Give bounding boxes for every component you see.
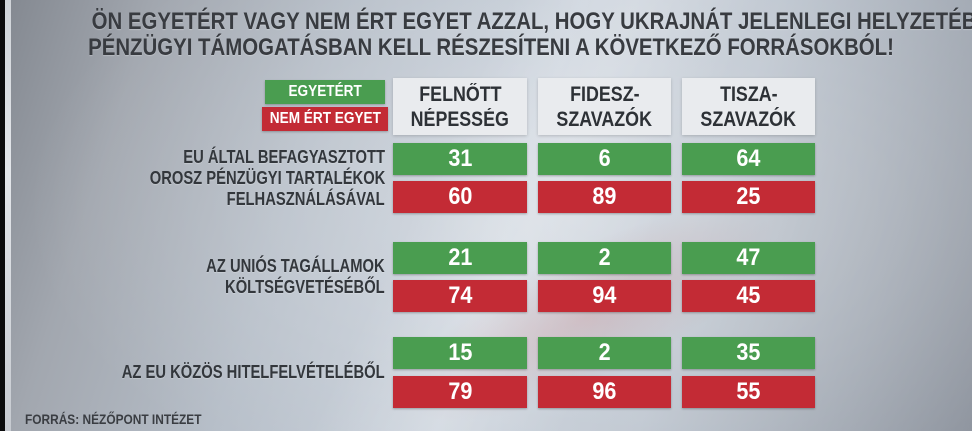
cell-row1-col2-disagree: 89 (538, 181, 671, 213)
cell-value: 60 (447, 183, 473, 210)
cell-row2-col2-agree: 2 (538, 242, 671, 274)
row-label-eu-joint-borrowing: AZ EU KÖZÖS HITELFELVÉTELÉBŐL (11, 337, 385, 408)
title-line-2: PÉNZÜGYI TÁMOGATÁSBAN KELL RÉSZESÍTENI A… (88, 34, 895, 61)
cell-row3-col2-agree: 2 (538, 337, 671, 369)
page-title: ÖN EGYETÉRT VAGY NEM ÉRT EGYET AZZAL, HO… (11, 9, 972, 61)
legend-agree-badge: EGYETÉRT (265, 80, 385, 104)
row-label-line: AZ EU KÖZÖS HITELFELVÉTELÉBŐL (122, 362, 385, 382)
column-header-text: FIDESZ- (569, 82, 640, 106)
left-edge-black-bar (0, 0, 5, 431)
cell-row1-col1-agree: 31 (393, 143, 527, 175)
source-credit: FORRÁS: NÉZŐPONT INTÉZET (25, 411, 233, 427)
column-header-tisza-voters: TISZA- SZAVAZÓK (682, 78, 815, 135)
row-label-frozen-russian-reserves: EU ÁLTAL BEFAGYASZTOTT OROSZ PÉNZÜGYI TA… (11, 143, 385, 213)
cell-value: 25 (736, 183, 761, 210)
cell-value: 64 (736, 145, 761, 172)
title-line-1: ÖN EGYETÉRT VAGY NEM ÉRT EGYET AZZAL, HO… (91, 8, 972, 35)
row-label-line: AZ UNIÓS TAGÁLLAMOK (206, 256, 385, 276)
cell-row1-col3-agree: 64 (682, 143, 815, 175)
cell-value: 6 (598, 145, 611, 172)
cell-value: 79 (447, 378, 473, 405)
column-header-text: SZAVAZÓK (556, 107, 653, 131)
cell-row3-col3-agree: 35 (682, 337, 815, 369)
cell-value: 21 (447, 244, 473, 271)
cell-value: 2 (598, 339, 611, 366)
row-label-line: OROSZ PÉNZÜGYI TARTALÉKOK (149, 167, 385, 188)
cell-row2-col1-agree: 21 (393, 242, 527, 274)
cell-value: 31 (447, 145, 473, 172)
cell-row3-col2-disagree: 96 (538, 376, 671, 408)
cell-row3-col3-disagree: 55 (682, 376, 815, 408)
cell-row3-col1-disagree: 79 (393, 376, 527, 408)
column-header-text: TISZA- (719, 82, 778, 106)
left-edge-light-strip (5, 0, 11, 431)
cell-row3-col1-agree: 15 (393, 337, 527, 369)
cell-value: 2 (598, 244, 611, 271)
source-text: FORRÁS: NÉZŐPONT INTÉZET (25, 411, 202, 427)
cell-row2-col3-disagree: 45 (682, 280, 815, 312)
cell-value: 15 (447, 339, 473, 366)
cell-value: 45 (736, 282, 761, 309)
cell-value: 55 (736, 378, 761, 405)
cell-value: 47 (736, 244, 761, 271)
legend-agree-label: EGYETÉRT (288, 83, 362, 100)
cell-row2-col3-agree: 47 (682, 242, 815, 274)
cell-row2-col1-disagree: 74 (393, 280, 527, 312)
cell-value: 96 (592, 378, 617, 405)
cell-value: 89 (592, 183, 617, 210)
cell-row2-col2-disagree: 94 (538, 280, 671, 312)
legend-disagree-label: NEM ÉRT EGYET (269, 110, 381, 127)
cell-value: 35 (736, 339, 761, 366)
legend-disagree-badge: NEM ÉRT EGYET (262, 107, 388, 131)
column-header-text: NÉPESSÉG (410, 107, 510, 131)
cell-row1-col3-disagree: 25 (682, 181, 815, 213)
cell-row1-col1-disagree: 60 (393, 181, 527, 213)
cell-value: 74 (447, 282, 473, 309)
row-label-line: FELHASZNÁLÁSÁVAL (227, 188, 385, 209)
column-header-fidesz-voters: FIDESZ- SZAVAZÓK (538, 78, 671, 135)
column-header-text: FELNŐTT (418, 82, 502, 106)
row-label-eu-member-budgets: AZ UNIÓS TAGÁLLAMOK KÖLTSÉGVETÉSÉBŐL (11, 242, 385, 312)
column-header-text: SZAVAZÓK (700, 107, 797, 131)
row-label-line: EU ÁLTAL BEFAGYASZTOTT (183, 146, 385, 167)
cell-row1-col2-agree: 6 (538, 143, 671, 175)
row-label-line: KÖLTSÉGVETÉSÉBŐL (225, 277, 385, 297)
cell-value: 94 (592, 282, 617, 309)
column-header-adult-population: FELNŐTT NÉPESSÉG (393, 78, 527, 135)
